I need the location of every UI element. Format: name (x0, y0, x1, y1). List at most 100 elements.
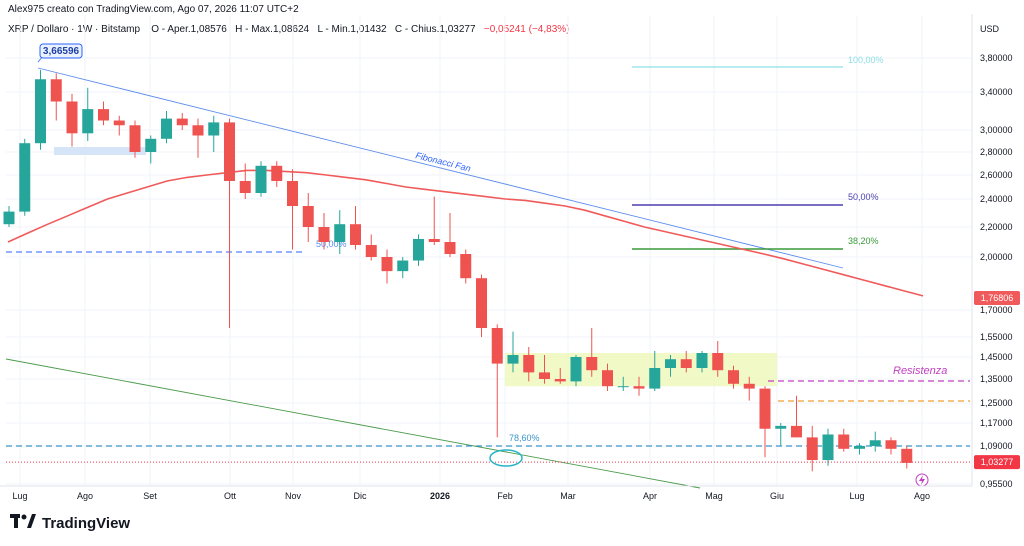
tradingview-logo[interactable]: TradingView (10, 514, 130, 532)
candle-body (822, 434, 834, 461)
price-tick-label: 1,35000 (980, 374, 1013, 384)
candle (554, 368, 566, 384)
price-tick-label: 1,70000 (980, 305, 1013, 315)
candle (208, 115, 220, 152)
tradingview-logo-text: TradingView (42, 514, 131, 532)
price-tick-label: 1,25000 (980, 398, 1013, 408)
candle-body (570, 357, 582, 382)
support-zone (54, 147, 146, 155)
candle (665, 355, 676, 377)
candle (381, 249, 393, 284)
candle (3, 206, 15, 227)
candle-body (255, 165, 267, 193)
candle-body (428, 239, 440, 242)
chart-credit: Alex975 creato con TradingView.com, Ago … (8, 4, 299, 15)
candle-body (491, 328, 503, 364)
candle-body (869, 440, 881, 446)
candle (507, 331, 519, 373)
candle-body (82, 109, 94, 134)
candle (129, 120, 141, 158)
candle-body (66, 101, 78, 134)
time-tick-label: Apr (643, 491, 657, 501)
price-tick-label: 2,80000 (980, 147, 1013, 157)
candle-body (728, 370, 739, 384)
candle-body (444, 242, 456, 254)
candle-body (3, 211, 15, 225)
fib-label-50: 50,00% (848, 192, 879, 202)
last-price-badge-bg (974, 455, 1020, 470)
time-tick-label: Lug (12, 491, 27, 501)
candle-body (208, 122, 220, 136)
candle (302, 193, 314, 242)
candlestick-series (3, 69, 913, 472)
candle-body (145, 138, 157, 152)
resistance-label: Resistenza (893, 365, 947, 377)
last-price-badge-text: 1,03277 (981, 457, 1014, 467)
time-tick-label: Set (143, 491, 157, 501)
price-tick-label: 2,60000 (980, 170, 1013, 180)
price-tick-label: 2,40000 (980, 194, 1013, 204)
candle-body (365, 245, 377, 257)
candle-body (854, 446, 865, 449)
time-tick-label: Mag (705, 491, 723, 501)
candle (334, 210, 346, 254)
candle (775, 423, 787, 446)
candle-body (350, 224, 361, 245)
candle-body (192, 125, 204, 136)
candle-body (743, 383, 755, 389)
candle-body (318, 227, 330, 242)
candle (460, 249, 472, 284)
candle (428, 196, 440, 245)
candle-body (271, 165, 283, 181)
price-tick-label: 1,55000 (980, 332, 1013, 342)
candle (113, 115, 125, 136)
moving-average-line (7, 169, 924, 297)
candle-body (901, 448, 913, 463)
high-callout-box (39, 43, 83, 59)
price-axis-currency: USD (980, 24, 1000, 34)
candle-body (680, 359, 692, 368)
candle (791, 395, 802, 438)
candle (239, 163, 251, 199)
candle-body (712, 353, 724, 371)
candle-body (759, 388, 771, 429)
candle (271, 161, 283, 187)
ohlc-close: C - Chius.1,03277 (394, 24, 476, 35)
candle (838, 428, 850, 452)
candle (66, 93, 78, 147)
fib-label-50-left: 50,00% (316, 239, 347, 249)
candle (586, 328, 598, 377)
fib-786-highlight (489, 449, 523, 467)
candle (743, 376, 755, 401)
candle-body (129, 125, 141, 152)
candle-body (806, 437, 818, 461)
candle-body (775, 425, 787, 429)
candle (869, 431, 881, 452)
candle (806, 425, 818, 472)
fib-label-786: 78,60% (509, 433, 540, 443)
candle (476, 274, 487, 337)
price-tick-label: 1,09000 (980, 441, 1013, 451)
time-tick-label: Ago (77, 491, 93, 501)
high-callout-value: 3,66596 (43, 46, 80, 57)
candle (649, 351, 661, 391)
candle-body (696, 353, 708, 368)
symbol-name[interactable]: XRP / Dollaro · 1W · Bitstamp (8, 24, 141, 35)
candle (192, 118, 204, 158)
candle-body (586, 357, 598, 371)
candle (491, 324, 503, 438)
ohlc-change: −0,05241 (−4,83%) (483, 24, 570, 35)
time-tick-label: Ago (914, 491, 930, 501)
time-tick-label: Dic (354, 491, 367, 501)
candle-body (287, 181, 298, 206)
candle (50, 73, 62, 121)
candle-body (19, 143, 31, 212)
candle-body (161, 118, 172, 139)
candle-body (507, 355, 519, 364)
chart-grid (6, 16, 972, 486)
fibonacci-fan-label: Fibonacci Fan (415, 150, 472, 173)
fib-label-100: 100,00% (848, 55, 884, 65)
price-tick-label: 1,17000 (980, 418, 1013, 428)
candle (523, 347, 535, 382)
